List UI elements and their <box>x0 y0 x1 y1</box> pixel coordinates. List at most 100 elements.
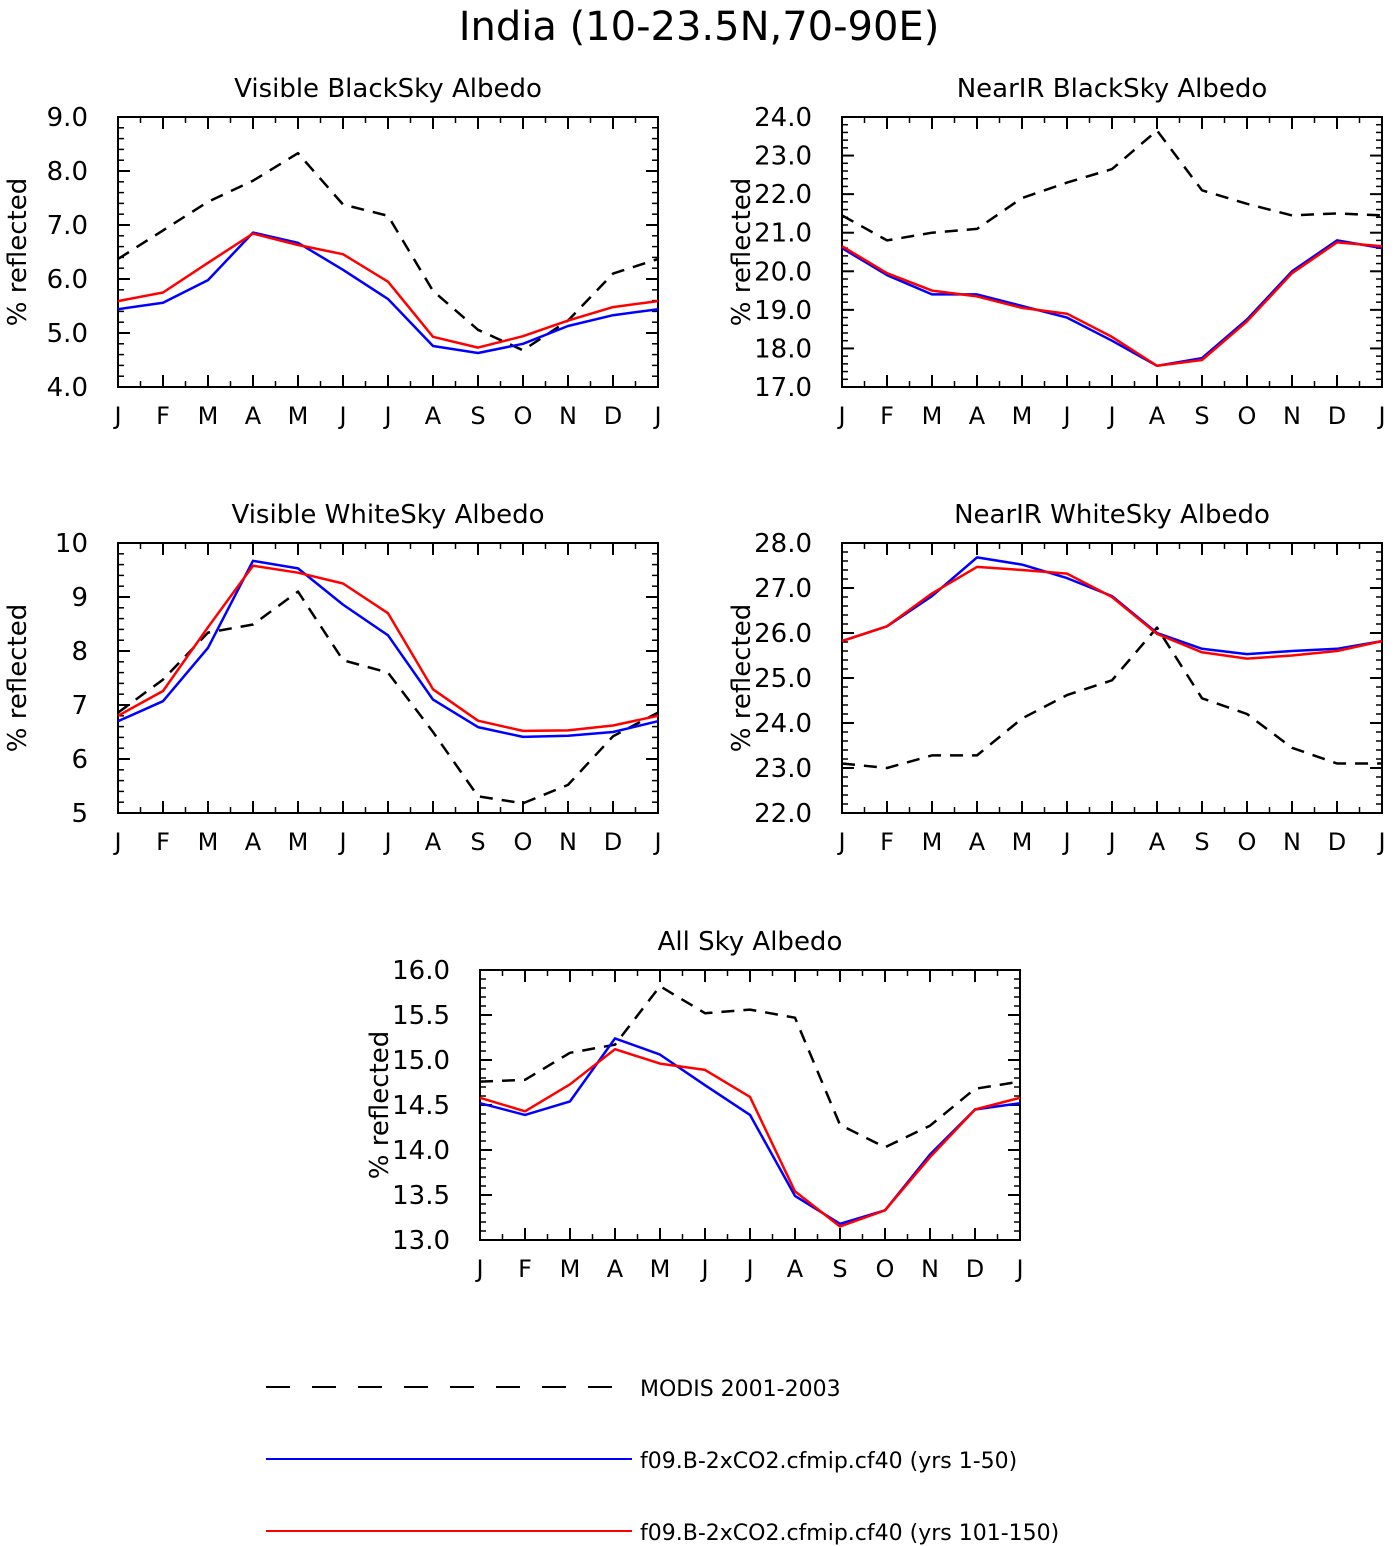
y-tick-label: 15.5 <box>392 1001 450 1031</box>
x-tick-label: F <box>518 1255 532 1283</box>
series-line-1 <box>117 590 659 805</box>
legend: MODIS 2001-2003 f09.B-2xCO2.cfmip.cf40 (… <box>266 1377 1059 1546</box>
x-tick-label: J <box>1014 1255 1023 1283</box>
panel-title: NearIR WhiteSky Albedo <box>954 500 1270 530</box>
y-tick-label: 14.0 <box>392 1136 450 1166</box>
legend-label-modis: MODIS 2001-2003 <box>640 1377 841 1402</box>
x-tick-label: M <box>922 828 943 856</box>
x-tick-label: N <box>1283 828 1301 856</box>
legend-label-yrs-1-50: f09.B-2xCO2.cfmip.cf40 (yrs 1-50) <box>640 1449 1017 1474</box>
y-tick-label: 16.0 <box>392 956 450 986</box>
y-tick-label: 22.0 <box>754 799 812 829</box>
y-tick-label: 27.0 <box>754 574 812 604</box>
x-tick-label: S <box>1194 828 1209 856</box>
x-tick-label: A <box>425 402 442 430</box>
y-tick-label: 5.0 <box>47 319 88 349</box>
x-tick-label: J <box>836 828 845 856</box>
y-tick-label: 17.0 <box>754 373 812 403</box>
x-tick-label: J <box>1376 402 1385 430</box>
x-tick-label: J <box>652 828 661 856</box>
x-tick-label: A <box>969 828 986 856</box>
x-tick-label: J <box>474 1255 483 1283</box>
x-tick-label: D <box>1328 828 1346 856</box>
x-tick-label: N <box>559 402 577 430</box>
x-tick-label: A <box>425 828 442 856</box>
x-tick-label: D <box>604 828 622 856</box>
x-tick-label: D <box>966 1255 984 1283</box>
y-tick-label: 7.0 <box>47 211 88 241</box>
x-tick-label: J <box>382 828 391 856</box>
plot-frame <box>841 542 1383 814</box>
panel-title: Visible BlackSky Albedo <box>234 74 542 104</box>
y-axis-label: % reflected <box>365 1031 395 1179</box>
x-tick-label: J <box>744 1255 753 1283</box>
x-tick-label: M <box>560 1255 581 1283</box>
y-tick-label: 24.0 <box>754 709 812 739</box>
legend-label-yrs-101-150: f09.B-2xCO2.cfmip.cf40 (yrs 101-150) <box>640 1521 1059 1546</box>
y-tick-label: 20.0 <box>754 257 812 287</box>
x-tick-label: J <box>112 828 121 856</box>
plot-frame <box>117 116 659 388</box>
figure-title: India (10-23.5N,70-90E) <box>459 4 940 50</box>
x-tick-label: J <box>1106 828 1115 856</box>
panel-2: J F M A M J J A S O N D J17.018.019.020.021.022.023.… <box>727 74 1386 430</box>
x-tick-label: M <box>650 1255 671 1283</box>
x-tick-label: O <box>1238 402 1257 430</box>
y-tick-label: 24.0 <box>754 103 812 133</box>
x-tick-label: J <box>1106 402 1115 430</box>
y-tick-label: 18.0 <box>754 334 812 364</box>
plot-frame <box>117 542 659 814</box>
series-line-1 <box>841 626 1382 770</box>
x-tick-label: F <box>880 402 894 430</box>
x-tick-label: A <box>787 1255 804 1283</box>
x-tick-label: F <box>156 402 170 430</box>
series-line-2 <box>841 239 1383 368</box>
x-tick-label: O <box>876 1255 895 1283</box>
series-line-3 <box>841 241 1383 368</box>
x-tick-label: S <box>470 402 485 430</box>
x-tick-label: N <box>921 1255 939 1283</box>
y-tick-label: 26.0 <box>754 619 812 649</box>
x-tick-label: J <box>337 402 346 430</box>
y-tick-label: 4.0 <box>47 373 88 403</box>
panel-4: J F M A M J J A S O N D J22.023.024.025.026.027.028.… <box>727 500 1386 856</box>
series-line-3 <box>841 565 1383 660</box>
series-line-2 <box>841 556 1383 656</box>
y-tick-label: 7 <box>71 691 88 721</box>
panel-title: Visible WhiteSky Albedo <box>231 500 544 530</box>
series-line-3 <box>479 1047 1021 1228</box>
x-tick-label: A <box>1149 402 1166 430</box>
x-tick-label: J <box>836 402 845 430</box>
x-tick-label: M <box>1012 828 1033 856</box>
series-line-2 <box>117 231 659 355</box>
y-tick-label: 23.0 <box>754 142 812 172</box>
series-line-1 <box>479 984 1021 1149</box>
y-tick-label: 6 <box>71 745 88 775</box>
x-tick-label: M <box>1012 402 1033 430</box>
x-tick-label: J <box>1376 828 1385 856</box>
series-line-3 <box>117 232 659 349</box>
x-tick-label: M <box>922 402 943 430</box>
y-tick-label: 13.5 <box>392 1181 450 1211</box>
x-tick-label: M <box>288 402 309 430</box>
y-tick-label: 8.0 <box>47 157 88 187</box>
x-tick-label: J <box>699 1255 708 1283</box>
x-tick-label: A <box>245 402 262 430</box>
y-tick-label: 10 <box>55 529 88 559</box>
x-tick-label: J <box>337 828 346 856</box>
y-tick-label: 9.0 <box>47 103 88 133</box>
x-tick-label: A <box>607 1255 624 1283</box>
x-tick-label: S <box>1194 402 1209 430</box>
y-axis-label: % reflected <box>3 178 33 326</box>
y-tick-label: 23.0 <box>754 754 812 784</box>
x-tick-label: O <box>514 402 533 430</box>
x-tick-label: D <box>1328 402 1346 430</box>
panel-title: All Sky Albedo <box>658 927 843 957</box>
x-tick-label: J <box>112 402 121 430</box>
series-line-1 <box>841 129 1383 242</box>
y-tick-label: 14.5 <box>392 1091 450 1121</box>
